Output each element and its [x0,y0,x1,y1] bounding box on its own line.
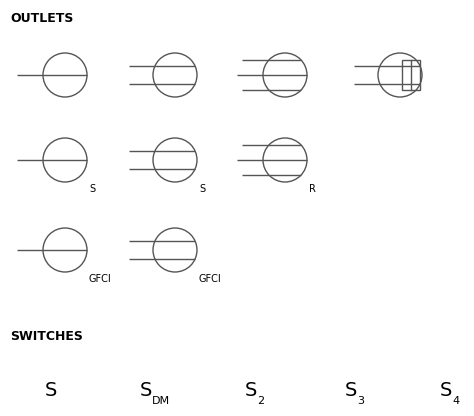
Text: S: S [140,381,152,399]
Text: S: S [89,184,95,194]
Text: GFCI: GFCI [199,274,222,284]
Text: OUTLETS: OUTLETS [10,12,73,25]
Text: S: S [45,381,57,399]
Text: 2: 2 [257,396,264,406]
Text: S: S [345,381,357,399]
Text: S: S [199,184,205,194]
Text: R: R [309,184,316,194]
Text: SWITCHES: SWITCHES [10,330,83,343]
Text: DM: DM [152,396,170,406]
Text: S: S [245,381,257,399]
Bar [402,59,420,90]
Text: S: S [440,381,452,399]
Text: 4: 4 [452,396,459,406]
Text: GFCI: GFCI [89,274,112,284]
Text: 3: 3 [357,396,364,406]
